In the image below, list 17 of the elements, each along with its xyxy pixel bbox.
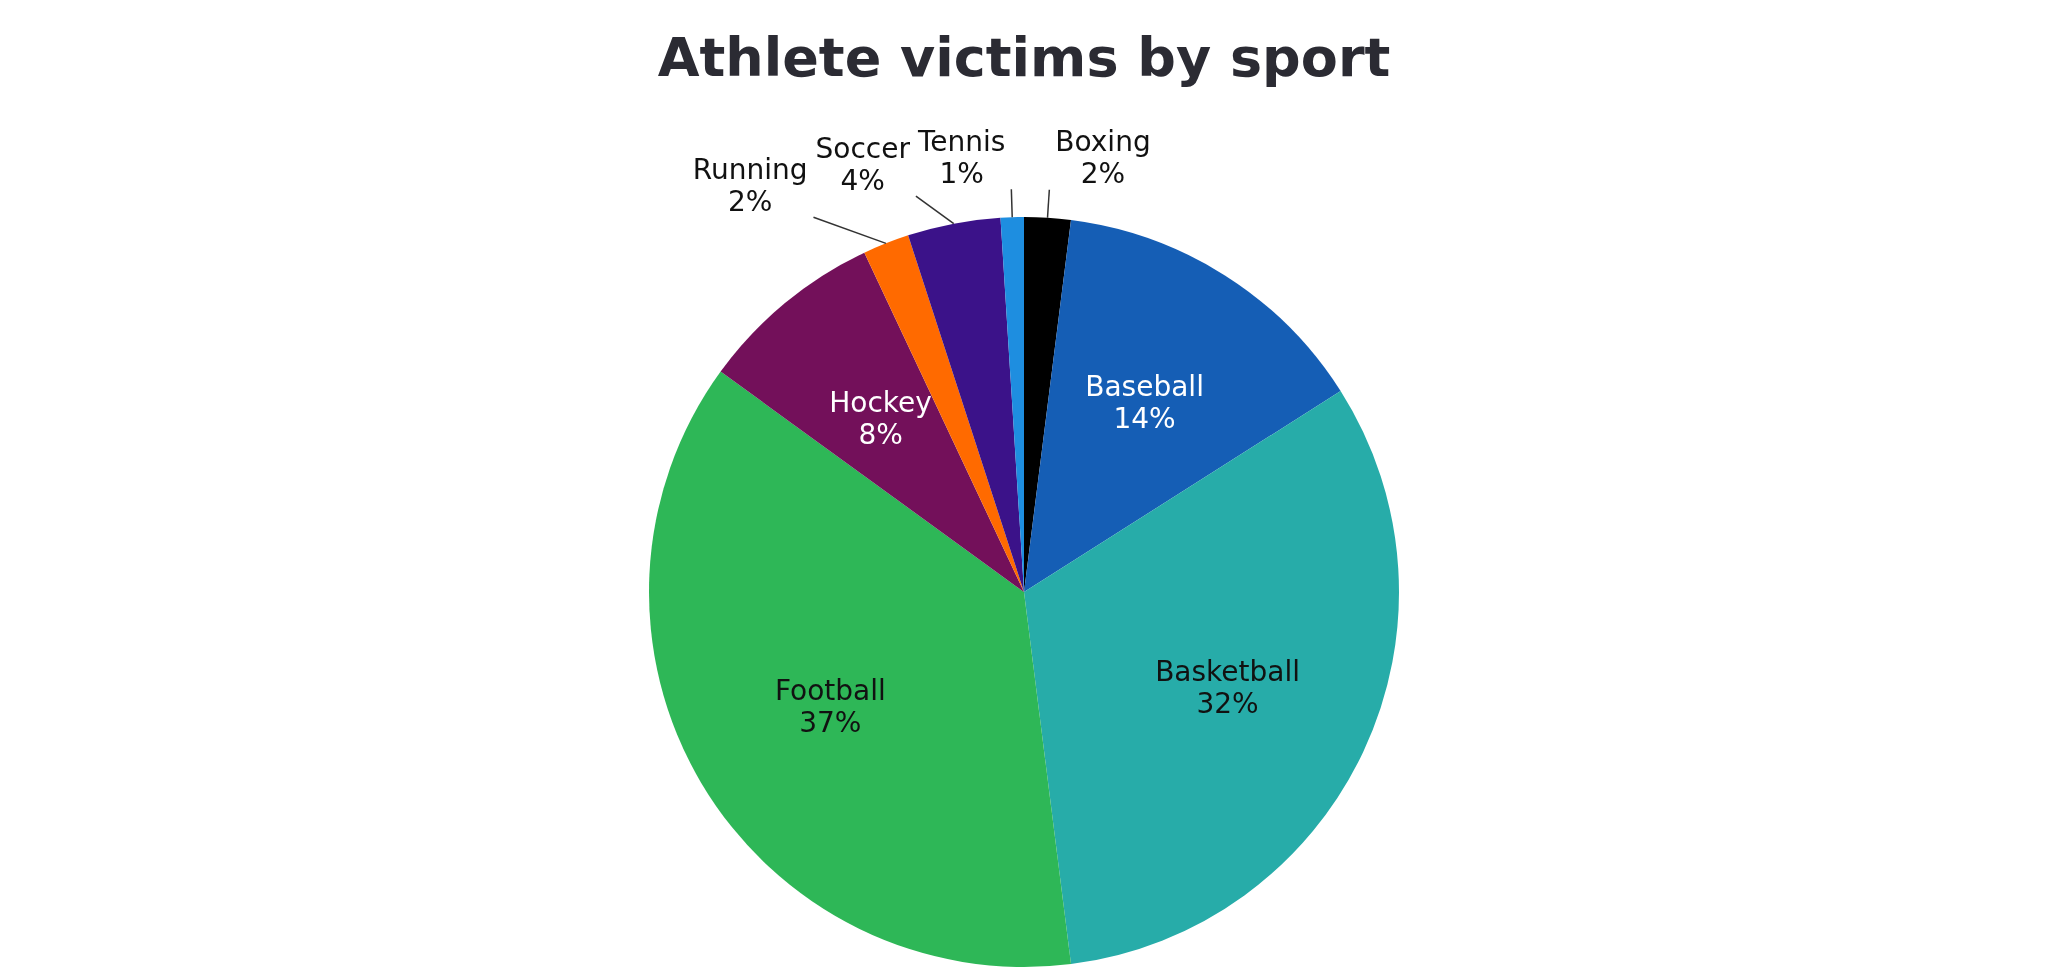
data-label: 2% (1080, 157, 1126, 191)
data-label: 32% (1196, 687, 1259, 721)
data-label: 14% (1113, 401, 1176, 435)
slice-label: Basketball (1155, 655, 1301, 689)
data-label: 4% (840, 163, 885, 197)
slice-label: Running (692, 152, 808, 186)
slice-label: Soccer (815, 131, 911, 165)
slice-label: Football (774, 674, 886, 708)
data-label: 8% (858, 418, 903, 452)
chart-title: Athlete victims by sport (656, 26, 1392, 89)
data-label: 37% (799, 706, 862, 740)
slice-label: Tennis (916, 124, 1006, 158)
slice-label: Hockey (829, 386, 932, 420)
data-label: 2% (727, 184, 773, 218)
data-label: 1% (939, 156, 984, 190)
slice-label: Boxing (1055, 125, 1151, 159)
slice-label: Baseball (1085, 369, 1204, 403)
